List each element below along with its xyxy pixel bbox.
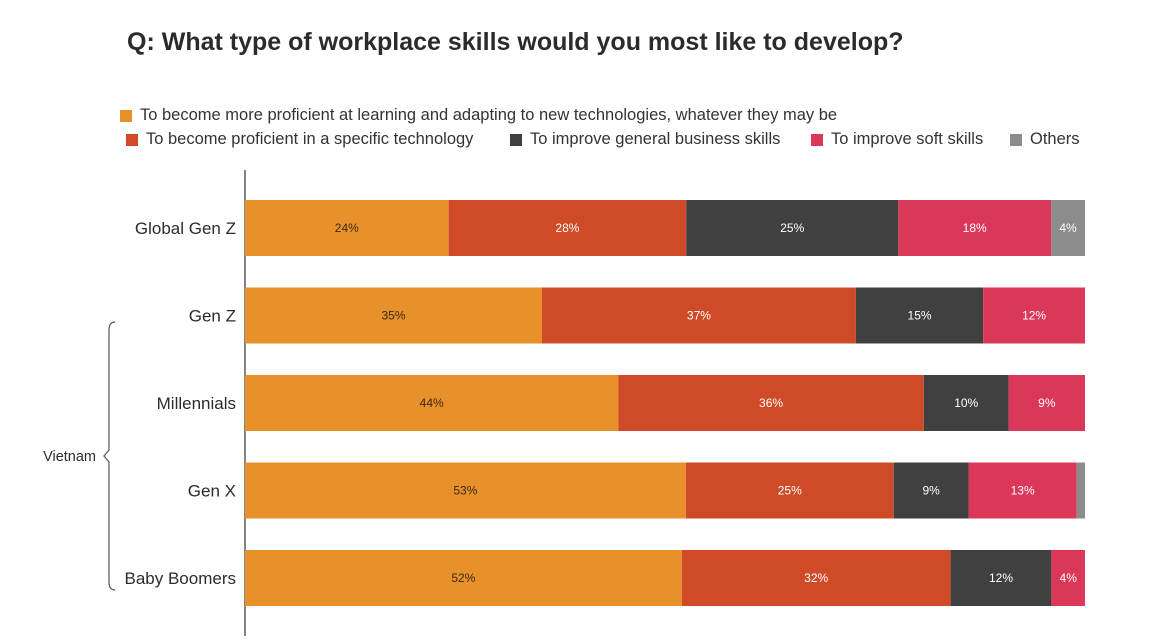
legend-label-1: To become proficient in a specific techn… (146, 130, 474, 148)
data-label: 15% (908, 309, 932, 323)
legend-item-0: To become more proficient at learning an… (120, 106, 837, 125)
data-label: 35% (381, 309, 405, 323)
bar-segment (1076, 462, 1085, 519)
bar-segment (1051, 200, 1085, 256)
data-label: 53% (453, 484, 477, 498)
data-label: 10% (954, 396, 978, 410)
data-label: 9% (1038, 396, 1056, 410)
data-label: 37% (687, 309, 711, 323)
legend-swatch-2 (510, 133, 522, 146)
bar-segment (968, 462, 1077, 519)
category-label: Gen Z (189, 307, 236, 326)
data-label: 24% (335, 221, 359, 235)
data-label: 36% (759, 396, 783, 410)
bar-segment (541, 287, 856, 344)
group-bracket (103, 321, 116, 591)
data-label: 28% (555, 221, 579, 235)
bar-segment (1008, 375, 1085, 431)
bar-segment (1051, 550, 1085, 606)
bar-segment (245, 287, 542, 344)
legend-item-4: Others (1010, 130, 1080, 149)
data-label: 13% (1011, 484, 1035, 498)
bar-segment (245, 200, 449, 256)
data-label: 18% (963, 221, 987, 235)
data-label: 25% (780, 221, 804, 235)
legend-item-3: To improve soft skills (811, 130, 983, 149)
legend-label-2: To improve general business skills (530, 130, 781, 148)
bar-segment (950, 550, 1052, 606)
legend-label-4: Others (1030, 130, 1080, 148)
legend-label-3: To improve soft skills (831, 130, 984, 148)
bar-segment (245, 462, 686, 519)
bar-segment (245, 550, 682, 606)
data-label: 4% (1059, 221, 1077, 235)
data-label: 12% (989, 571, 1013, 585)
data-label: 12% (1022, 309, 1046, 323)
chart-title: Q: What type of workplace skills would y… (127, 28, 904, 56)
category-label: Millennials (157, 394, 236, 413)
bar-segment (855, 287, 984, 344)
category-label: Baby Boomers (125, 569, 237, 588)
data-label: 32% (804, 571, 828, 585)
legend-item-2: To improve general business skills (510, 130, 780, 149)
legend-item-1: To become proficient in a specific techn… (126, 130, 473, 149)
bar-segment (685, 462, 894, 519)
bar-segment (893, 462, 969, 519)
data-label: 4% (1060, 571, 1078, 585)
bar-segment (686, 200, 899, 256)
legend-label-0: To become more proficient at learning an… (140, 106, 838, 124)
bar-segment (245, 375, 619, 431)
legend-swatch-1 (126, 133, 138, 146)
bar-segment (898, 200, 1052, 256)
data-label: 44% (420, 396, 444, 410)
legend: To become more proficient at learning an… (0, 0, 1158, 170)
category-label: Gen X (188, 482, 236, 501)
data-label: 52% (451, 571, 475, 585)
bar-segment (618, 375, 924, 431)
bar-segment (448, 200, 687, 256)
legend-swatch-3 (811, 133, 823, 146)
legend-swatch-4 (1010, 133, 1022, 146)
bar-segment (681, 550, 951, 606)
category-label: Global Gen Z (135, 219, 236, 238)
bar-segment (923, 375, 1009, 431)
bar-segment (983, 287, 1085, 344)
data-label: 25% (778, 484, 802, 498)
group-label: Vietnam (43, 449, 96, 465)
legend-swatch-0 (120, 109, 132, 122)
data-label: 9% (922, 484, 940, 498)
